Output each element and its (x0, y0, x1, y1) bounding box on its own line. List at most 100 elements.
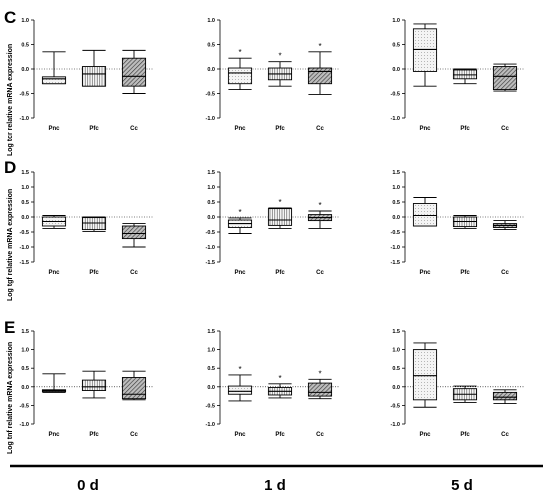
x-category-label-pfc: Pfc (89, 270, 99, 276)
significance-star-cc: * (318, 201, 321, 210)
y-tick-label: 1.0 (21, 348, 29, 354)
x-category-label-pfc: Pfc (275, 126, 285, 132)
timepoint-footer: 0 d 1 d 5 d (77, 477, 473, 494)
x-category-label-pnc: Pnc (48, 432, 60, 438)
y-tick-label: 0.0 (207, 385, 215, 391)
y-tick-label: -0.5 (20, 92, 29, 98)
x-category-label-pnc: Pnc (234, 432, 246, 438)
x-category-label-cc: Cc (316, 270, 324, 276)
plot-area: -1.0 -0.5 0.0 0.5 1.0 Pnc Pfc Cc -1.0 -0.5 0.0 0.5 1… (20, 18, 525, 438)
box-pnc (227, 385, 253, 395)
y-tick-label: 0.0 (21, 67, 29, 73)
y-tick-label: -0.5 (206, 230, 215, 236)
x-category-label-cc: Cc (130, 126, 138, 132)
box-pnc (412, 203, 438, 227)
box-pnc (412, 28, 438, 72)
x-category-label-pfc: Pfc (460, 270, 470, 276)
box-plot-d-0d: -1.5 -1.0 -0.5 0.0 0.5 1.0 1.5 Pnc Pfc Cc (20, 170, 154, 276)
x-category-label-pnc: Pnc (419, 432, 431, 438)
y-tick-label: 1.0 (392, 18, 400, 24)
y-tick-label: 0.5 (207, 200, 215, 206)
x-category-label-cc: Cc (501, 126, 509, 132)
x-category-label-pfc: Pfc (275, 270, 285, 276)
y-tick-label: 1.0 (207, 185, 215, 191)
box-pfc (81, 66, 107, 87)
x-category-label-pnc: Pnc (234, 126, 246, 132)
box-plot-c-5d: -1.0 -0.5 0.0 0.5 1.0 Pnc Pfc Cc (391, 18, 525, 132)
y-tick-label: 1.0 (207, 348, 215, 354)
y-tick-label: 0.5 (392, 43, 400, 49)
box-cc (121, 377, 147, 400)
ylabel-tgf: Log tgf relative mRNA expression (7, 189, 14, 301)
y-tick-label: -1.0 (20, 116, 29, 122)
y-tick-label: 1.0 (392, 348, 400, 354)
y-tick-label: 1.5 (21, 329, 29, 335)
footer-label-0d: 0 d (77, 477, 99, 494)
y-tick-label: 1.0 (21, 185, 29, 191)
x-category-label-pnc: Pnc (234, 270, 246, 276)
y-tick-label: -1.0 (20, 245, 29, 251)
panel-letter-c: C (4, 8, 16, 27)
x-category-label-cc: Cc (130, 432, 138, 438)
box-pnc (412, 349, 438, 401)
box-pfc (81, 217, 107, 231)
y-tick-label: 0.0 (392, 67, 400, 73)
y-tick-label: -0.5 (391, 230, 400, 236)
y-tick-label: -1.0 (206, 245, 215, 251)
box-plot-e-5d: -1.0 -0.5 0.0 0.5 1.0 1.5 Pnc Pfc Cc (391, 329, 525, 438)
y-tick-label: 0.0 (392, 385, 400, 391)
y-tick-label: -0.5 (20, 230, 29, 236)
y-tick-label: -1.0 (391, 245, 400, 251)
significance-star-cc: * (318, 42, 321, 51)
box-cc (121, 57, 147, 87)
significance-star-pfc: * (278, 374, 281, 383)
x-category-label-pfc: Pfc (460, 126, 470, 132)
x-category-label-cc: Cc (316, 432, 324, 438)
y-tick-label: 1.5 (21, 170, 29, 176)
y-tick-label: -1.0 (206, 422, 215, 428)
significance-star-pfc: * (278, 52, 281, 61)
x-category-label-pfc: Pfc (89, 126, 99, 132)
y-tick-label: -1.0 (206, 116, 215, 122)
panel-letter-d: D (4, 158, 16, 177)
y-tick-label: 0.5 (392, 200, 400, 206)
y-tick-label: 0.5 (207, 366, 215, 372)
y-tick-label: -0.5 (206, 403, 215, 409)
box-cc (121, 225, 147, 240)
y-tick-label: 1.5 (207, 329, 215, 335)
y-tick-label: 0.5 (392, 366, 400, 372)
y-tick-label: -1.5 (206, 260, 215, 266)
significance-star-pnc: * (238, 208, 241, 217)
y-axis-labels: Log tcr relative mRNA expression Log tgf… (7, 44, 14, 454)
x-category-label-pfc: Pfc (460, 432, 470, 438)
y-tick-label: 1.0 (21, 18, 29, 24)
panel-letter-e: E (4, 318, 15, 337)
box-plot-c-1d: -1.0 -0.5 0.0 0.5 1.0 * Pnc * Pfc * Cc (206, 18, 340, 132)
x-category-label-pnc: Pnc (419, 126, 431, 132)
y-tick-label: 1.5 (207, 170, 215, 176)
y-tick-label: -0.5 (391, 403, 400, 409)
y-tick-label: -1.0 (391, 422, 400, 428)
box-cc (307, 67, 333, 85)
box-cc (492, 66, 518, 91)
x-category-label-pfc: Pfc (89, 432, 99, 438)
y-tick-label: -0.5 (391, 92, 400, 98)
box-plot-e-1d: -1.0 -0.5 0.0 0.5 1.0 1.5 * Pnc * Pfc * Cc (206, 329, 340, 438)
box-plot-d-5d: -1.5 -1.0 -0.5 0.0 0.5 1.0 1.5 Pnc Pfc Cc (391, 170, 525, 276)
y-tick-label: 1.0 (392, 185, 400, 191)
y-tick-label: 0.5 (21, 43, 29, 49)
y-tick-label: -0.5 (206, 92, 215, 98)
box-cc (492, 391, 518, 401)
y-tick-label: -1.5 (20, 260, 29, 266)
box-cc (307, 382, 333, 397)
box-pnc (41, 76, 67, 85)
y-tick-label: -1.0 (20, 422, 29, 428)
y-tick-label: 0.0 (207, 215, 215, 221)
significance-star-cc: * (318, 369, 321, 378)
box-pnc (227, 67, 253, 85)
significance-star-pnc: * (238, 365, 241, 374)
x-category-label-cc: Cc (501, 432, 509, 438)
y-tick-label: 0.5 (21, 200, 29, 206)
panel-letters: C D E (4, 8, 16, 337)
y-tick-label: 1.0 (207, 18, 215, 24)
